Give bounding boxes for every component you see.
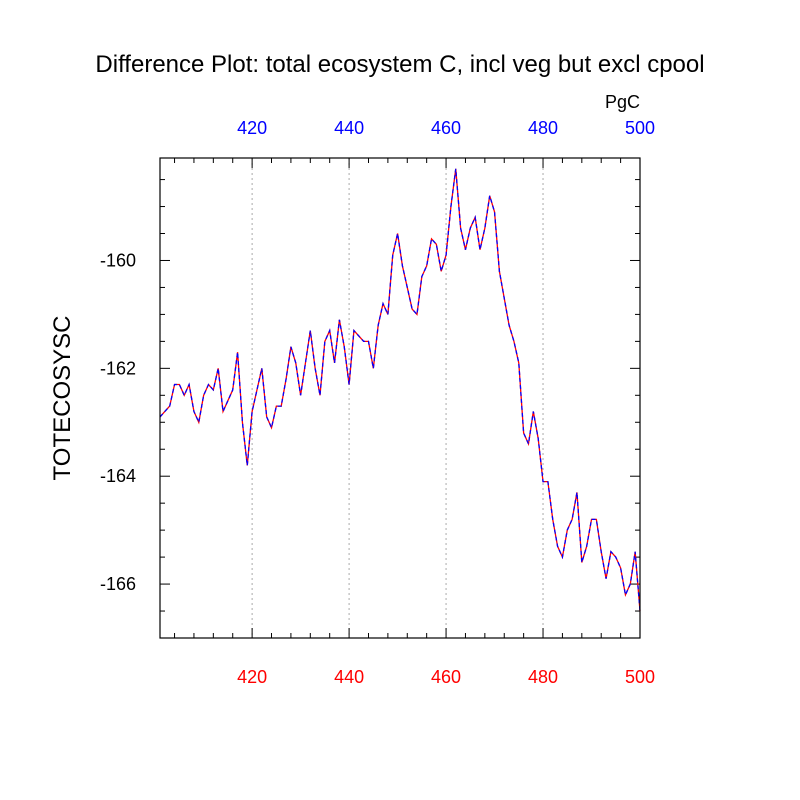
y-tick-labels: -160 -162 -164 -166 [100,250,136,594]
chart-title: Difference Plot: total ecosystem C, incl… [95,51,704,78]
y-tick-label: -162 [100,358,136,378]
x-top-tick-label: 480 [528,118,558,138]
vertical-grid-lines [251,158,544,638]
x-bottom-tick-label: 440 [334,667,364,687]
y-tick-label: -164 [100,466,136,486]
x-bottom-tick-label: 420 [237,667,267,687]
x-bottom-tick-labels: 420 440 460 480 500 [237,667,655,687]
units-label: PgC [605,92,640,112]
y-tick-label: -166 [100,574,136,594]
y-axis-label: TOTECOSYSC [49,316,76,481]
x-top-tick-label: 500 [625,118,655,138]
series-group [159,168,641,612]
x-top-tick-label: 420 [237,118,267,138]
series-line-solid [159,168,641,612]
major-ticks [160,158,641,638]
y-tick-label: -160 [100,250,136,270]
series-line-dashed [159,168,641,612]
x-bottom-tick-label: 500 [625,667,655,687]
plot-frame [159,157,641,639]
x-top-tick-label: 440 [334,118,364,138]
x-top-tick-label: 460 [431,118,461,138]
x-bottom-tick-label: 480 [528,667,558,687]
x-top-tick-labels: 420 440 460 480 500 [237,118,655,138]
x-bottom-tick-label: 460 [431,667,461,687]
minor-ticks [160,158,640,638]
